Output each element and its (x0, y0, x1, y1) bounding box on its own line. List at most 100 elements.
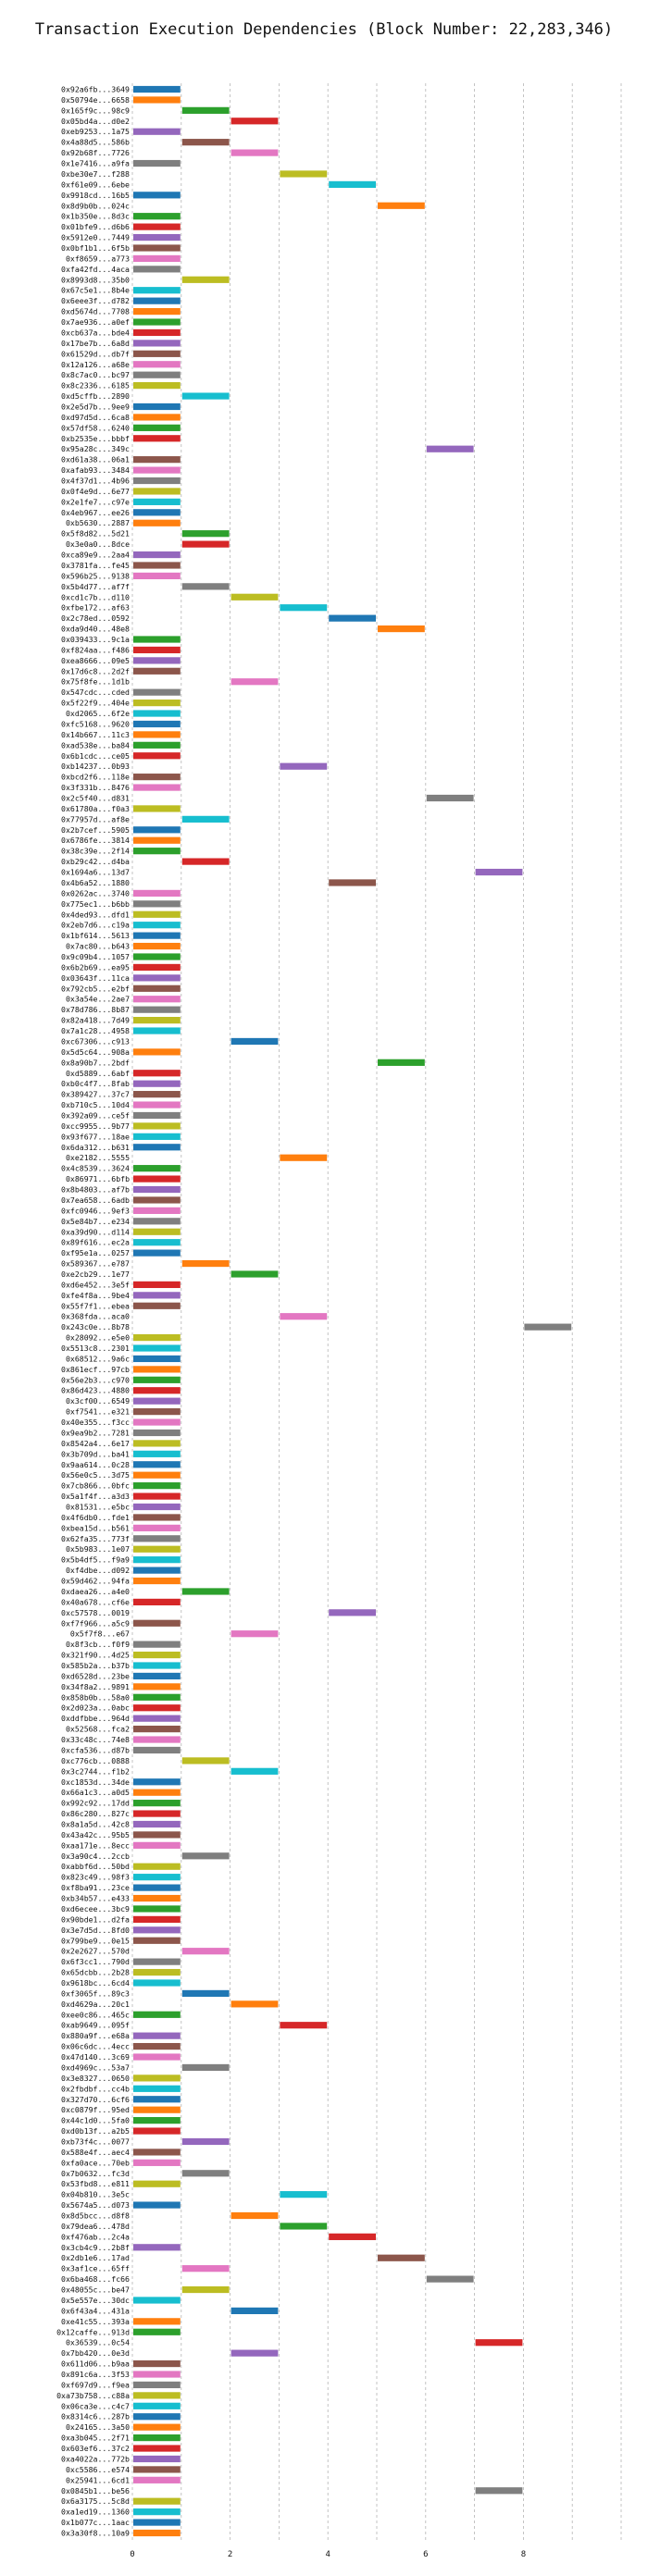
y-tick-label: 0xfc5168...9620 (61, 719, 130, 728)
grid-lines (131, 83, 622, 2542)
y-tick-label: 0x0845b1...be56 (61, 2486, 130, 2496)
y-tick-label: 0xf7541...e321 (66, 1407, 130, 1417)
y-tick-label: 0xad538e...ba84 (61, 740, 130, 749)
y-tick-label: 0x3cb4c9...2b8f (61, 2243, 130, 2252)
bar (133, 1800, 181, 1807)
y-tick-label: 0x62fa35...773f (61, 1534, 130, 1543)
bar (133, 2413, 181, 2421)
bar (133, 752, 181, 760)
y-tick-label: 0x2fbdbf...cc4b (61, 2084, 130, 2093)
y-tick-label: 0x77957d...af8e (61, 814, 130, 824)
y-tick-label: 0xcfa536...d87b (61, 1745, 130, 1754)
bar (133, 900, 181, 908)
bar (133, 2297, 181, 2304)
bar (133, 1387, 181, 1394)
y-tick-label: 0xb73f4c...0077 (61, 2136, 130, 2146)
y-tick-label: 0xf3065f...89c3 (61, 1988, 130, 1998)
y-tick-label: 0xafab93...3484 (61, 465, 130, 475)
y-tick-label: 0x17d6c8...2d2f (61, 666, 130, 675)
y-tick-label: 0x4c8539...3624 (61, 1164, 130, 1173)
bar (133, 1122, 181, 1130)
y-tick-label: 0x59d462...94fa (61, 1577, 130, 1586)
y-tick-label: 0x9618bc...6cd4 (61, 1978, 130, 1988)
y-tick-label: 0xc0879f...95ed (61, 2105, 130, 2114)
bar (133, 2085, 181, 2092)
bar (378, 625, 425, 633)
y-tick-label: 0x66a1c3...a0d5 (61, 1788, 130, 1797)
bar (133, 350, 181, 357)
y-tick-label: 0xe2182...5555 (66, 1153, 130, 1162)
y-tick-label: 0xf8ba91...23ce (61, 1883, 130, 1892)
y-tick-label: 0xc1853d...34de (61, 1777, 130, 1787)
y-tick-label: 0x93f677...18ae (61, 1132, 130, 1141)
y-tick-label: 0xc5586...e574 (66, 2465, 130, 2474)
y-tick-label: 0x5f8d82...5d21 (61, 529, 130, 539)
bar (181, 815, 230, 823)
y-tick-label: 0x3e0a0...8dce (66, 539, 130, 549)
y-tick-label: 0x1b077c...1aac (61, 2518, 130, 2527)
y-tick-label: 0xc67306...c913 (61, 1036, 130, 1046)
y-tick-label: 0xc776cb...0888 (61, 1756, 130, 1765)
y-tick-label: 0x56e0c5...3d75 (61, 1470, 130, 1480)
bar (133, 223, 181, 230)
y-tick-label: 0xea8666...09e5 (61, 656, 130, 665)
y-tick-label: 0xbea15d...b561 (61, 1523, 130, 1532)
y-tick-label: 0x7ea658...6adb (61, 1195, 130, 1205)
bar (133, 1281, 181, 1289)
bar (133, 2074, 181, 2082)
y-tick-label: 0x368fda...aca0 (61, 1312, 130, 1321)
bar (133, 2466, 181, 2473)
y-tick-label: 0xf61e09...6ebe (61, 180, 130, 189)
y-tick-label: 0x6f3cc1...790d (61, 1957, 130, 1966)
bar (133, 340, 181, 347)
y-tick-label: 0xf476ab...2c4a (61, 2232, 130, 2241)
y-tick-label: 0x03643f...11ca (61, 973, 130, 983)
bar (133, 1535, 181, 1542)
bar (133, 572, 181, 580)
y-tick-label: 0x039433...9c1a (61, 635, 130, 644)
y-tick-label: 0x5b4df5...f9a9 (61, 1555, 130, 1565)
bar (133, 889, 181, 898)
y-tick-label: 0xd6528d...23be (61, 1671, 130, 1680)
bar (133, 1514, 181, 1521)
bar (133, 1831, 181, 1839)
bar (133, 1461, 181, 1468)
y-tick-label: 0x8a1a5d...42c8 (61, 1819, 130, 1828)
bar (231, 2000, 279, 2008)
x-tick-label: 8 (521, 2550, 526, 2559)
bar (133, 297, 181, 304)
bar (133, 488, 181, 495)
bar (133, 2180, 181, 2187)
bar (133, 159, 181, 167)
y-tick-label: 0x4f6db0...fde1 (61, 1513, 130, 1522)
bar (133, 1006, 181, 1013)
bar (133, 96, 181, 104)
y-tick-label: 0x792cb5...e2bf (61, 984, 130, 993)
bar (133, 1450, 181, 1457)
y-tick-label: 0x165f9c...98c9 (61, 105, 130, 115)
chart-title: Transaction Execution Dependencies (Bloc… (34, 20, 614, 39)
bar (133, 2445, 181, 2452)
bar (181, 276, 230, 283)
bar (133, 1968, 181, 1976)
bar (133, 1693, 181, 1701)
bar (133, 657, 181, 664)
bar (378, 1059, 425, 1066)
bar (133, 1165, 181, 1172)
bar (181, 540, 230, 548)
bar (133, 1926, 181, 1934)
y-tick-label: 0x68512...9a6c (66, 1354, 130, 1363)
bar (133, 1408, 181, 1416)
bar (378, 2254, 425, 2261)
y-tick-label: 0x3af1ce...65ff (61, 2264, 130, 2273)
y-tick-label: 0x38c39e...2f14 (61, 847, 130, 856)
y-tick-label: 0xd5674d...7708 (61, 307, 130, 316)
y-tick-label: 0xb29c42...d4ba (61, 857, 130, 866)
y-tick-label: 0x6b1cdc...ce05 (61, 751, 130, 761)
y-tick-label: 0x0bf1b1...6f5b (61, 243, 130, 253)
bar (133, 826, 181, 834)
y-tick-label: 0x28092...e5e0 (66, 1333, 130, 1343)
bar (133, 456, 181, 464)
y-tick-label: 0x7b0632...fc3d (61, 2169, 130, 2178)
y-tick-label: 0xee0c86...465c (61, 2010, 130, 2019)
